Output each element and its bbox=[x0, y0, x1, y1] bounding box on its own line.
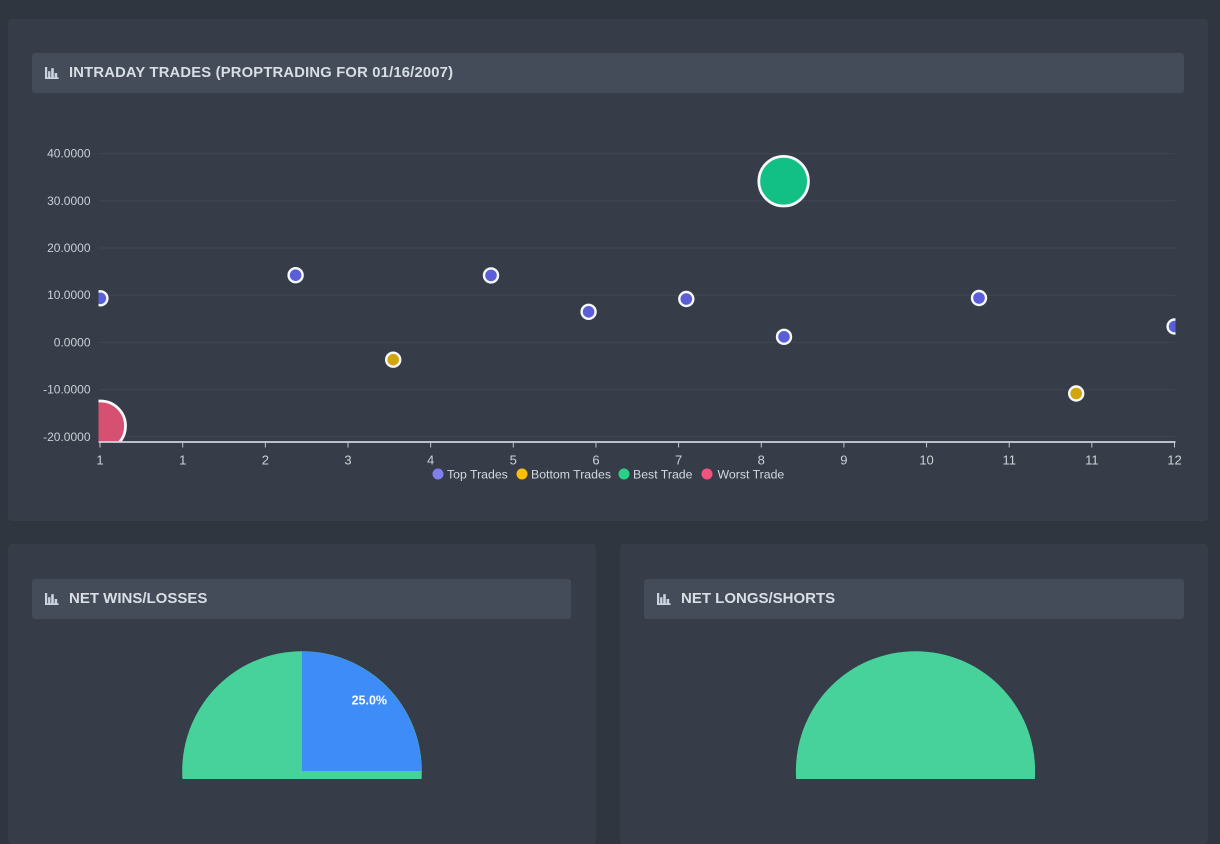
svg-text:Best Trade: Best Trade bbox=[633, 468, 693, 482]
svg-text:12: 12 bbox=[1167, 453, 1181, 468]
svg-text:30.0000: 30.0000 bbox=[47, 194, 91, 208]
svg-text:-20.0000: -20.0000 bbox=[43, 430, 91, 444]
svg-text:40.0000: 40.0000 bbox=[47, 147, 91, 161]
svg-text:10: 10 bbox=[919, 453, 933, 468]
svg-text:6: 6 bbox=[592, 453, 599, 468]
svg-text:4: 4 bbox=[427, 453, 434, 468]
svg-text:2: 2 bbox=[262, 453, 269, 468]
svg-text:7: 7 bbox=[675, 453, 682, 468]
svg-text:3: 3 bbox=[344, 453, 351, 468]
svg-text:25.0%: 25.0% bbox=[352, 694, 387, 708]
svg-text:-10.0000: -10.0000 bbox=[43, 383, 91, 397]
svg-text:1: 1 bbox=[179, 453, 186, 468]
svg-text:Bottom Trades: Bottom Trades bbox=[531, 468, 611, 482]
svg-text:10.0000: 10.0000 bbox=[47, 288, 91, 302]
svg-text:8: 8 bbox=[758, 453, 765, 468]
svg-text:0.0000: 0.0000 bbox=[54, 335, 91, 349]
svg-text:Worst Trade: Worst Trade bbox=[718, 468, 785, 482]
svg-text:20.0000: 20.0000 bbox=[47, 241, 91, 255]
svg-text:9: 9 bbox=[840, 453, 847, 468]
svg-text:Top Trades: Top Trades bbox=[447, 468, 508, 482]
svg-text:11: 11 bbox=[1002, 453, 1016, 468]
svg-text:1: 1 bbox=[96, 453, 103, 468]
svg-text:5: 5 bbox=[510, 453, 517, 468]
svg-text:11: 11 bbox=[1085, 453, 1099, 468]
